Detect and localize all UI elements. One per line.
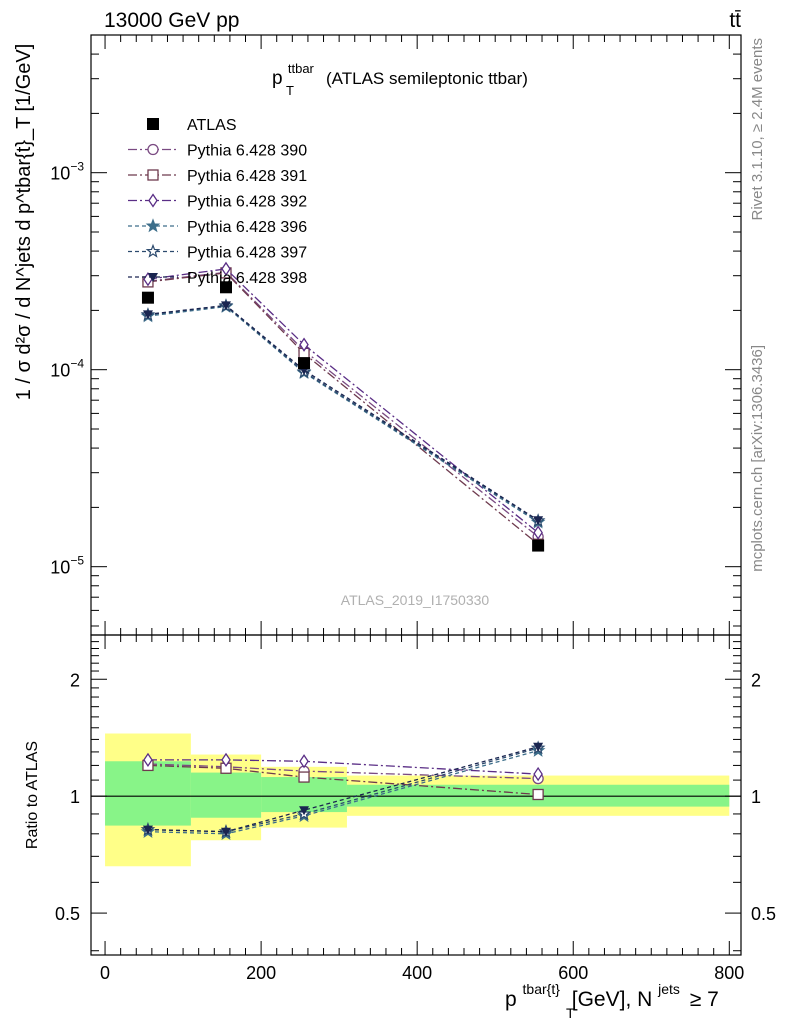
main-y-tick-label: 10−3	[50, 160, 84, 184]
mc-data-point	[220, 301, 231, 311]
atlas-data-point	[141, 291, 154, 304]
ratio-plot-area: 0.5 0.5 1 1 2 2 0 200 400 600 800	[55, 634, 776, 983]
main-y-tick-base: 10	[50, 164, 70, 184]
main-y-tick-base: 10	[50, 361, 70, 381]
x-label-symbol: p	[505, 988, 517, 1011]
x-label-condition: ≥ 7	[690, 988, 719, 1011]
legend: ATLAS Pythia 6.428 390 Pythia 6.428 391 Pyt…	[128, 117, 307, 287]
atlas-data-point	[532, 539, 545, 552]
ratio-y-tick-label-right: 0.5	[751, 904, 776, 924]
mc-data-point	[533, 516, 544, 526]
legend-label: Pythia 6.428 396	[187, 219, 307, 236]
legend-marker	[145, 243, 161, 258]
ratio-y-tick-label: 2	[70, 670, 80, 690]
main-y-tick-exponent: −5	[70, 554, 84, 568]
legend-marker	[147, 143, 159, 156]
main-series-line	[147, 268, 539, 534]
ratio-series-line	[147, 763, 539, 780]
header-process-label: tt̄	[729, 9, 741, 32]
x-label-superscript: tbar{t}	[523, 981, 561, 997]
mc-data-point	[299, 337, 309, 352]
ratio-y-tick-label-right: 1	[751, 787, 761, 807]
x-label-units: [GeV], N	[572, 988, 653, 1011]
legend-label: ATLAS	[187, 117, 237, 134]
ratio-data-point	[299, 806, 310, 816]
x-tick-label: 200	[246, 963, 276, 983]
x-tick-label: 800	[714, 963, 744, 983]
atlas-data-point	[219, 281, 232, 294]
ratio-stat-uncertainty-band	[190, 772, 262, 818]
ratio-y-tick-label-right: 2	[751, 670, 761, 690]
ratio-data-point	[532, 788, 544, 801]
main-y-axis-label: 1 / σ d²σ / d N^jets d p^tbar{t}_T [1/Ge…	[13, 44, 35, 401]
mc-data-point	[533, 525, 543, 540]
ratio-data-point	[533, 742, 544, 752]
legend-label: Pythia 6.428 390	[187, 143, 307, 160]
main-title-description: (ATLAS semileptonic ttbar)	[326, 69, 528, 88]
ratio-y-axis-label: Ratio to ATLAS	[24, 741, 41, 849]
legend-marker	[147, 118, 159, 130]
main-title-symbol: p	[272, 68, 283, 89]
main-series-line	[147, 271, 539, 538]
analysis-watermark: ATLAS_2019_I1750330	[341, 592, 490, 608]
ratio-series-line	[147, 764, 539, 796]
ratio-data-point	[221, 752, 231, 768]
main-series-line	[147, 305, 539, 522]
ratio-data-point	[142, 825, 153, 835]
rivet-version-label: Rivet 3.1.10, ≥ 2.4M events	[749, 38, 766, 221]
main-plot-title: p ttbar	[272, 61, 315, 89]
mcplots-label: mcplots.cern.ch [arXiv:1306.3436]	[749, 345, 766, 572]
main-series-line	[147, 272, 539, 545]
ratio-stat-uncertainty-band	[105, 761, 191, 826]
main-y-tick-base: 10	[50, 558, 70, 578]
ratio-plot-frame	[90, 634, 742, 956]
ratio-series-line	[148, 759, 539, 775]
header-energy-label: 13000 GeV pp	[104, 9, 239, 32]
x-axis-label: p tbar{t} [GeV], N jets ≥ 7	[505, 976, 719, 1011]
ratio-data-point	[533, 766, 543, 782]
main-series-line	[147, 305, 539, 523]
mc-data-point	[221, 261, 231, 277]
ratio-data-point	[299, 754, 309, 769]
ratio-data-point	[298, 771, 310, 783]
main-y-tick-label: 10−4	[50, 357, 84, 381]
legend-label: Pythia 6.428 391	[187, 168, 307, 185]
atlas-data-point	[298, 357, 311, 370]
legend-marker	[147, 169, 159, 181]
x-tick-label: 0	[100, 963, 110, 983]
ratio-y-tick-label: 1	[70, 787, 80, 807]
ratio-data-point	[220, 827, 231, 837]
x-label-jets-superscript: jets	[657, 981, 680, 997]
x-tick-label: 400	[402, 963, 432, 983]
legend-label: Pythia 6.428 392	[187, 194, 307, 211]
ratio-y-tick-label: 0.5	[55, 904, 80, 924]
legend-marker	[148, 273, 158, 282]
main-title-subscript: T	[286, 83, 294, 98]
main-y-tick-exponent: −4	[70, 357, 84, 371]
legend-marker	[148, 193, 158, 208]
x-tick-label: 600	[558, 963, 588, 983]
main-plot-area: 10−510−410−3	[50, 34, 741, 635]
main-title-superscript: ttbar	[288, 61, 315, 76]
main-y-tick-exponent: −3	[70, 160, 84, 174]
mc-data-point	[142, 310, 153, 320]
legend-label: Pythia 6.428 398	[187, 270, 307, 287]
legend-marker	[145, 218, 161, 233]
legend-label: Pythia 6.428 397	[187, 245, 307, 262]
main-y-tick-label: 10−5	[50, 554, 84, 578]
ratio-data-point	[143, 752, 153, 768]
main-series-line	[147, 304, 539, 521]
x-label-subscript: T	[566, 1005, 575, 1021]
ratio-series-line	[147, 746, 539, 833]
